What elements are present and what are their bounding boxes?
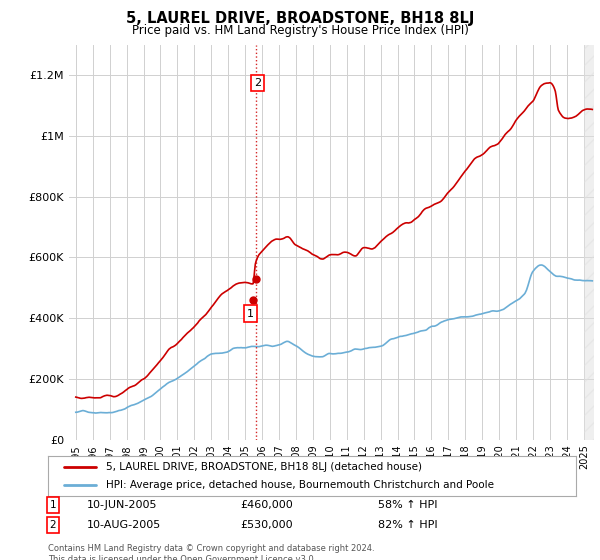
Text: 10-AUG-2005: 10-AUG-2005 bbox=[87, 520, 161, 530]
Text: £460,000: £460,000 bbox=[240, 500, 293, 510]
Text: 2: 2 bbox=[254, 78, 261, 88]
Text: 1: 1 bbox=[247, 309, 254, 319]
Text: 58% ↑ HPI: 58% ↑ HPI bbox=[378, 500, 437, 510]
Text: HPI: Average price, detached house, Bournemouth Christchurch and Poole: HPI: Average price, detached house, Bour… bbox=[106, 480, 494, 490]
Text: Contains HM Land Registry data © Crown copyright and database right 2024.
This d: Contains HM Land Registry data © Crown c… bbox=[48, 544, 374, 560]
Text: £530,000: £530,000 bbox=[240, 520, 293, 530]
Text: 2: 2 bbox=[49, 520, 56, 530]
Text: 1: 1 bbox=[49, 500, 56, 510]
Text: 10-JUN-2005: 10-JUN-2005 bbox=[87, 500, 157, 510]
Text: 5, LAUREL DRIVE, BROADSTONE, BH18 8LJ: 5, LAUREL DRIVE, BROADSTONE, BH18 8LJ bbox=[126, 11, 474, 26]
Text: 5, LAUREL DRIVE, BROADSTONE, BH18 8LJ (detached house): 5, LAUREL DRIVE, BROADSTONE, BH18 8LJ (d… bbox=[106, 462, 422, 472]
Text: Price paid vs. HM Land Registry's House Price Index (HPI): Price paid vs. HM Land Registry's House … bbox=[131, 24, 469, 37]
Text: 82% ↑ HPI: 82% ↑ HPI bbox=[378, 520, 437, 530]
Bar bbox=[584, 45, 594, 440]
